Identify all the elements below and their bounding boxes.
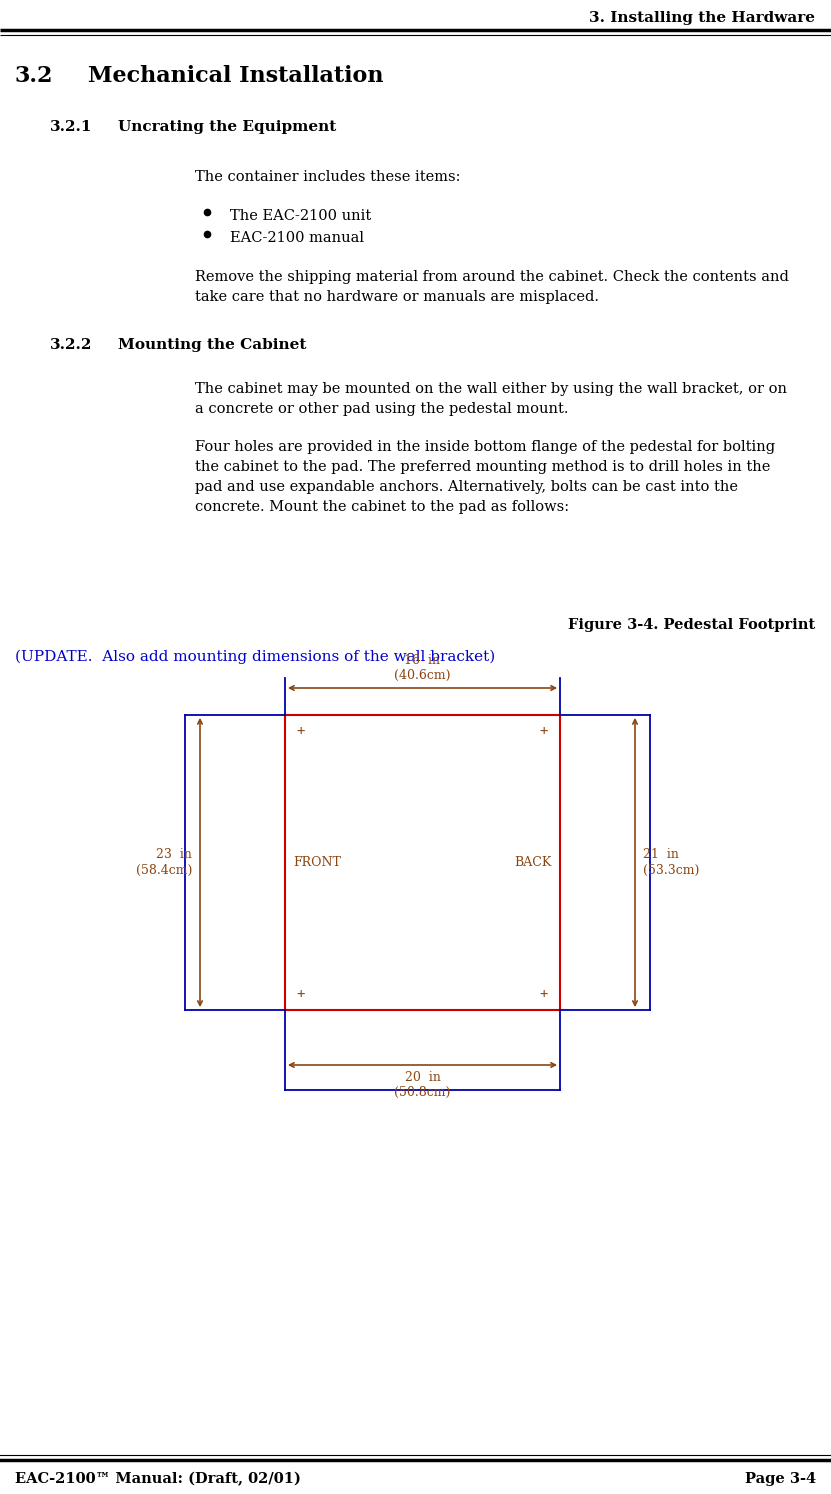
Text: Page 3-4: Page 3-4 [745, 1472, 816, 1487]
Text: Uncrating the Equipment: Uncrating the Equipment [118, 120, 337, 134]
Text: The cabinet may be mounted on the wall either by using the wall bracket, or on
a: The cabinet may be mounted on the wall e… [195, 382, 787, 415]
Text: 21  in
(53.3cm): 21 in (53.3cm) [643, 849, 700, 877]
Text: +: + [297, 988, 305, 1001]
Text: (UPDATE.  Also add mounting dimensions of the wall bracket): (UPDATE. Also add mounting dimensions of… [15, 650, 495, 665]
Text: BACK: BACK [514, 856, 552, 870]
Bar [285, 716, 560, 1010]
Text: 3.2.1: 3.2.1 [50, 120, 92, 134]
Text: Remove the shipping material from around the cabinet. Check the contents and
tak: Remove the shipping material from around… [195, 270, 789, 305]
Text: 16  in
(40.6cm): 16 in (40.6cm) [394, 654, 450, 681]
Text: Four holes are provided in the inside bottom flange of the pedestal for bolting
: Four holes are provided in the inside bo… [195, 441, 775, 514]
Text: Mechanical Installation: Mechanical Installation [88, 66, 383, 87]
Text: The container includes these items:: The container includes these items: [195, 170, 460, 184]
Text: The EAC-2100 unit: The EAC-2100 unit [230, 209, 371, 223]
Text: EAC-2100™ Manual: (Draft, 02/01): EAC-2100™ Manual: (Draft, 02/01) [15, 1472, 301, 1487]
Text: 3.2: 3.2 [15, 66, 53, 87]
Text: EAC-2100 manual: EAC-2100 manual [230, 232, 364, 245]
Text: +: + [297, 725, 305, 738]
Text: Mounting the Cabinet: Mounting the Cabinet [118, 338, 307, 353]
Text: 3.2.2: 3.2.2 [50, 338, 92, 353]
Text: +: + [540, 725, 548, 738]
Text: Figure 3-4. Pedestal Footprint: Figure 3-4. Pedestal Footprint [568, 619, 815, 632]
Text: 3. Installing the Hardware: 3. Installing the Hardware [589, 10, 815, 25]
Text: 23  in
(58.4cm): 23 in (58.4cm) [135, 849, 192, 877]
Text: FRONT: FRONT [293, 856, 341, 870]
Text: 20  in
(50.8cm): 20 in (50.8cm) [395, 1071, 450, 1100]
Text: +: + [540, 988, 548, 1001]
